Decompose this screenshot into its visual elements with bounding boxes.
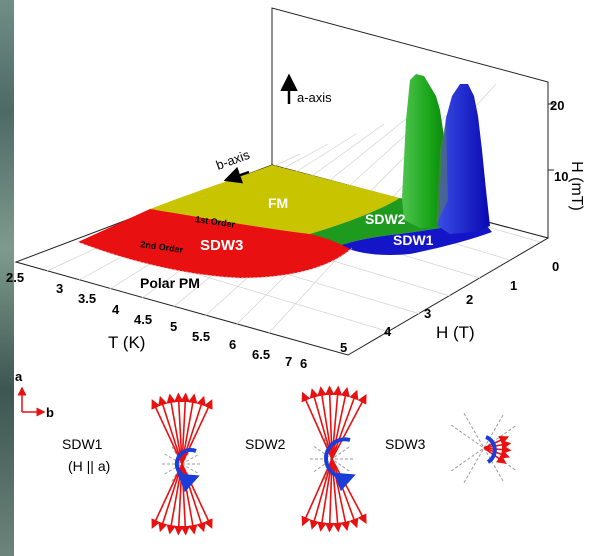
sdw1-condition: (H || a) xyxy=(68,458,110,474)
spin-arrow xyxy=(331,387,351,460)
t-tick-2-5: 2.5 xyxy=(6,270,24,285)
spin-arrow xyxy=(181,463,213,529)
t-tick-3-5: 3.5 xyxy=(78,291,96,306)
spin-arrow xyxy=(301,458,333,527)
spin-arrow xyxy=(331,394,367,460)
spin-arrow xyxy=(331,389,359,460)
b-axis-label: b-axis xyxy=(214,147,252,173)
hz-ridges xyxy=(402,74,490,234)
h-tick-6: 6 xyxy=(300,356,307,371)
t-tick-7: 7 xyxy=(285,354,292,369)
sdw3-spin-star xyxy=(450,413,518,483)
spin-arrow xyxy=(483,436,510,449)
spin-arrow xyxy=(158,395,183,465)
t-tick-6: 6 xyxy=(229,337,236,352)
spin-arrow xyxy=(181,399,213,465)
sdw3-region xyxy=(78,209,352,278)
t-tick-5-5: 5.5 xyxy=(192,329,210,344)
ab-axes: a b xyxy=(15,369,54,420)
spin-arrow xyxy=(331,385,343,460)
t-tick-3: 3 xyxy=(56,281,63,296)
fm-label: FM xyxy=(268,195,288,211)
sdw1-rotation-arrow xyxy=(174,448,200,493)
hz-axis-title: H (mT) xyxy=(568,161,585,211)
h-tick-1: 1 xyxy=(510,278,517,293)
t-axis-title: T (K) xyxy=(108,333,145,352)
h-tick-4: 4 xyxy=(384,324,392,339)
sdw2-label: SDW2 xyxy=(365,211,406,227)
h-axis-title: H (T) xyxy=(436,323,475,342)
sdw1-ridge xyxy=(438,84,490,234)
t-tick-5: 5 xyxy=(170,319,177,334)
spin-arrow xyxy=(331,458,359,529)
hz-tick-10: 10 xyxy=(554,169,568,184)
axis-b-label: b xyxy=(46,405,54,420)
h-tick-0: 0 xyxy=(552,259,559,274)
sdw2-texture-label: SDW2 xyxy=(245,436,286,452)
h-tick-5: 5 xyxy=(340,340,347,355)
sdw3-texture-label: SDW3 xyxy=(385,436,426,452)
t-tick-4-5: 4.5 xyxy=(134,312,152,327)
t-axis: 2.5 3 3.5 4 4.5 5 5.5 6 6.5 7 T (K) xyxy=(6,270,292,369)
t-tick-6-5: 6.5 xyxy=(252,347,270,362)
spin-arrow xyxy=(483,440,512,450)
spin-arrow xyxy=(151,399,183,465)
a-axis-label: a-axis xyxy=(297,90,332,105)
sdw2-spin-star xyxy=(301,385,367,533)
hz-tick-20: 20 xyxy=(550,98,564,113)
sdw1-texture: SDW1 (H || a) xyxy=(62,392,213,536)
sdw3-texture: SDW3 xyxy=(385,413,518,483)
sdw1-spin-star xyxy=(151,392,213,536)
t-tick-4: 4 xyxy=(112,302,120,317)
spin-arrow xyxy=(331,458,351,531)
sdw3-label: SDW3 xyxy=(200,237,243,254)
fm-region xyxy=(150,165,400,234)
sdw1-texture-label: SDW1 xyxy=(62,436,103,452)
axis-a-label: a xyxy=(15,369,23,384)
sdw3-rotation-arrow xyxy=(485,435,497,464)
photo-strip-left-edge xyxy=(0,0,14,556)
sdw2-texture: SDW2 xyxy=(245,385,367,533)
sdw1-label: SDW1 xyxy=(393,232,434,248)
spin-arrow xyxy=(151,463,183,529)
h-axis: 0 1 2 3 4 5 6 H (T) xyxy=(300,259,559,371)
sdw2-rotation-arrow xyxy=(324,437,356,492)
region-labels: FM SDW2 SDW1 SDW3 Polar PM 1st Order 2nd… xyxy=(140,195,434,291)
polar-pm-label: Polar PM xyxy=(140,275,200,291)
h-tick-2: 2 xyxy=(466,292,473,307)
h-tick-3: 3 xyxy=(424,306,431,321)
b-axis-arrow xyxy=(223,166,250,184)
hz-axis: 20 10 H (mT) xyxy=(547,82,585,238)
